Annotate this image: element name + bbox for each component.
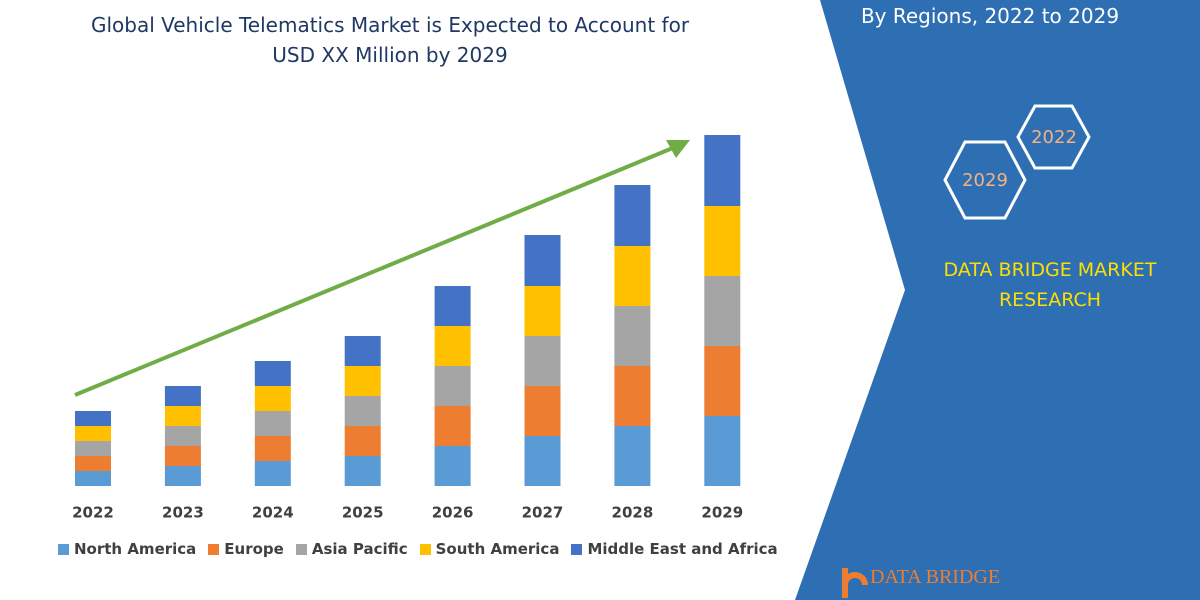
logo-text: DATA BRIDGE: [870, 566, 1000, 588]
x-tick-label: 2025: [342, 504, 384, 522]
bar-segment: [254, 411, 291, 436]
x-tick-label: 2029: [701, 504, 743, 522]
brand: DATA BRIDGE MARKET RESEARCH: [943, 259, 1157, 311]
bar-segment: [254, 361, 291, 386]
bar-segment: [704, 135, 741, 206]
bar-segment: [524, 286, 561, 336]
bar-segment: [75, 426, 111, 441]
legend-label: Europe: [224, 540, 284, 558]
x-tick-label: 2027: [522, 504, 564, 522]
bar-segment: [75, 411, 111, 426]
x-tick-label: 2028: [612, 504, 654, 522]
bar-segment: [434, 326, 471, 366]
x-tick-label: 2022: [72, 504, 114, 522]
x-tick-label: 2026: [432, 504, 474, 522]
legend-item: Europe: [208, 540, 284, 558]
sidebar-subtitle: By Regions, 2022 to 2029: [860, 4, 1120, 28]
bar-segment: [704, 276, 741, 346]
bar-segment: [164, 466, 201, 486]
bar-segment: [524, 436, 561, 486]
bar-segment: [164, 446, 201, 466]
logo-icon: [842, 568, 868, 598]
bar-segment: [164, 406, 201, 426]
bar-segment: [434, 366, 471, 406]
legend-label: South America: [435, 540, 560, 558]
x-tick-label: 2023: [162, 504, 204, 522]
legend-item: Middle East and Africa: [571, 540, 778, 558]
hexagon-label: 2029: [962, 170, 1008, 191]
legend-swatch: [208, 543, 220, 555]
legend-swatch: [419, 543, 431, 555]
bar-segment: [344, 456, 381, 486]
bar-segment: [614, 426, 651, 486]
side-panel: [795, 0, 1200, 600]
legend-label: Middle East and Africa: [587, 540, 778, 558]
trend-arrow: [74, 143, 681, 397]
bar-segment: [75, 471, 111, 486]
bar-segment: [614, 246, 651, 306]
bar-segment: [75, 441, 111, 456]
bar-segment: [614, 306, 651, 366]
bar-segment: [704, 346, 741, 416]
legend-label: Asia Pacific: [311, 540, 408, 558]
bar-segment: [164, 386, 201, 406]
legend-item: South America: [419, 540, 560, 558]
bar-segment: [164, 426, 201, 446]
legend-swatch: [571, 543, 583, 555]
hexagon: [943, 140, 1027, 220]
bar-segment: [524, 386, 561, 436]
bar-segment: [75, 456, 111, 471]
legend-item: Asia Pacific: [295, 540, 408, 558]
chart-title: Global Vehicle Telematics Market is Expe…: [90, 13, 690, 67]
bar-segment: [434, 406, 471, 446]
bar-segment: [434, 446, 471, 486]
bar-segment: [434, 286, 471, 326]
bar-segment: [254, 461, 291, 486]
bar-segment: [704, 416, 741, 486]
bar-segment: [254, 436, 291, 461]
legend-item: North America: [58, 540, 196, 558]
bar-segment: [524, 235, 561, 286]
bar-segment: [614, 185, 651, 246]
bar-segment: [614, 366, 651, 426]
legend-swatch: [295, 543, 307, 555]
legend: North America Europe Asia Pacific South Ame…: [58, 540, 778, 558]
hexagon: [1016, 104, 1091, 170]
bar-segment: [254, 386, 291, 411]
bar-segment: [344, 426, 381, 456]
bar-segment: [344, 366, 381, 396]
arrow-head: [666, 140, 690, 158]
x-tick-label: 2024: [252, 504, 294, 522]
bar-segment: [344, 396, 381, 426]
legend-label: North America: [74, 540, 197, 558]
bar-segment: [344, 336, 381, 366]
hexagon-label: 2022: [1031, 127, 1077, 148]
bar-segment: [704, 206, 741, 276]
legend-swatch: [58, 543, 69, 555]
bar-segment: [524, 336, 561, 386]
